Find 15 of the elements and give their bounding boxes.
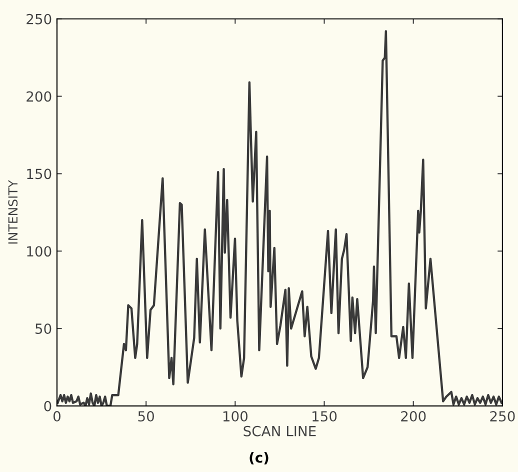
y-tick-label: 250 bbox=[26, 14, 52, 24]
x-tick-label: 250 bbox=[490, 411, 515, 422]
y-tick-label: 0 bbox=[44, 400, 52, 412]
y-tick-label: 150 bbox=[27, 168, 52, 180]
y-axis-title: INTENSITY bbox=[8, 180, 18, 244]
x-axis-title: SCAN LINE bbox=[244, 426, 316, 436]
x-tick-label: 200 bbox=[401, 411, 426, 422]
x-tick-label: 100 bbox=[223, 411, 248, 422]
y-tick-label: 200 bbox=[26, 91, 52, 102]
x-tick-label: 0 bbox=[53, 411, 60, 422]
x-tick-label: 150 bbox=[312, 411, 337, 422]
y-tick-label: 100 bbox=[27, 246, 52, 257]
y-tick-label: 50 bbox=[36, 323, 52, 334]
text: (c) bbox=[250, 452, 268, 464]
x-tick-label: 50 bbox=[138, 411, 154, 422]
